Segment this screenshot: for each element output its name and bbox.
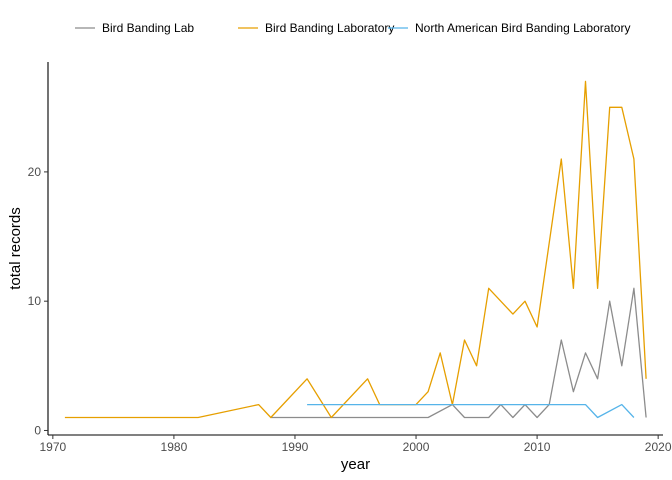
y-ticks: 0 10 20 (28, 165, 48, 437)
series-line-2 (307, 403, 635, 419)
series-0-point (487, 416, 490, 419)
legend: Bird Banding Lab Bird Banding Laboratory N… (75, 21, 630, 35)
series-1-point (645, 377, 648, 380)
series-1-point (439, 351, 442, 354)
series-1-point (197, 416, 200, 419)
series-1-point (596, 287, 599, 290)
series-0-point (427, 416, 430, 419)
series-1-point (257, 403, 260, 406)
series-0-point (294, 416, 297, 419)
series-1-point (269, 416, 272, 419)
y-tick-label: 20 (28, 165, 42, 179)
series-2-point (632, 416, 635, 419)
series-0-point (584, 351, 587, 354)
y-tick-label: 10 (28, 294, 42, 308)
series-1-point (524, 300, 527, 303)
series-2-point (475, 403, 478, 406)
series-1-point (536, 326, 539, 329)
series-0-point (572, 390, 575, 393)
series-1-point (427, 390, 430, 393)
series-2-point (354, 403, 357, 406)
series-1-point (620, 106, 623, 109)
series-1-point (608, 106, 611, 109)
series-1-point (632, 158, 635, 161)
series-line-1 (64, 80, 647, 419)
series-0-point (354, 416, 357, 419)
y-tick-label: 0 (34, 423, 41, 437)
legend-label-1: Bird Banding Laboratory (265, 21, 394, 35)
x-tick-label: 1990 (282, 440, 309, 454)
x-tick-label: 1970 (39, 440, 66, 454)
series-1-point (572, 287, 575, 290)
series-0-point (620, 364, 623, 367)
series-2-point (536, 403, 539, 406)
legend-label-2: North American Bird Banding Laboratory (415, 21, 630, 35)
series-layer (63, 80, 648, 419)
x-axis-title: year (341, 456, 370, 473)
series-2-point (596, 416, 599, 419)
series-0-point (415, 416, 418, 419)
series-1-point (511, 313, 514, 316)
series-1-point (475, 364, 478, 367)
series-0-point (560, 339, 563, 342)
series-0-point (608, 300, 611, 303)
series-0-point (632, 287, 635, 290)
series-0-point (536, 416, 539, 419)
x-ticks: 1970 1980 1990 2000 2010 2020 (39, 435, 672, 454)
x-tick-label: 1980 (161, 440, 188, 454)
series-0-point (475, 416, 478, 419)
series-2-point (306, 403, 309, 406)
series-1-point (366, 377, 369, 380)
x-tick-label: 2020 (645, 440, 672, 454)
series-line-0 (270, 287, 647, 419)
series-1-point (463, 339, 466, 342)
series-1-point (306, 377, 309, 380)
series-0-point (645, 416, 648, 419)
series-1-point (584, 80, 587, 83)
series-2-point (620, 403, 623, 406)
series-2-point (415, 403, 418, 406)
series-0-point (463, 416, 466, 419)
series-0-point (511, 416, 514, 419)
series-1-point (487, 287, 490, 290)
series-2-point (584, 403, 587, 406)
series-1-point (560, 158, 563, 161)
series-1-point (63, 416, 66, 419)
series-1-point (330, 416, 333, 419)
legend-label-0: Bird Banding Lab (102, 21, 194, 35)
y-axis-title: total records (7, 207, 24, 290)
series-0-point (596, 377, 599, 380)
x-tick-label: 2000 (403, 440, 430, 454)
x-tick-label: 2010 (524, 440, 551, 454)
